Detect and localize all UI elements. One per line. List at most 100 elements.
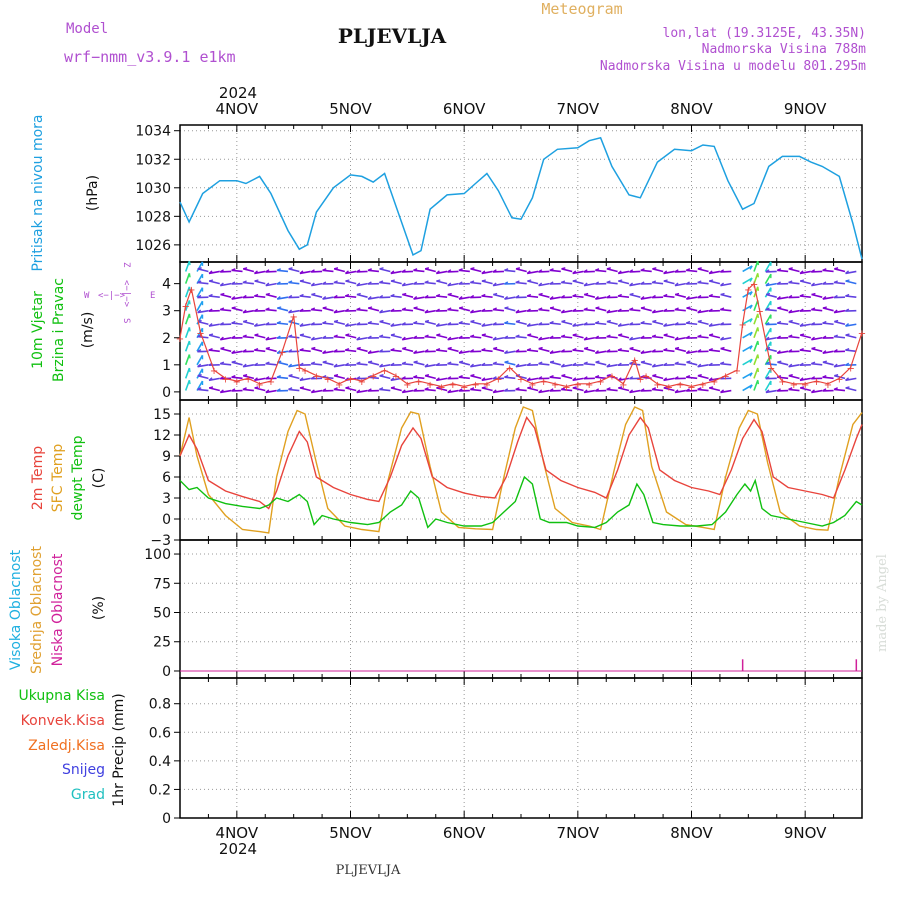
- wind-arrow: [845, 334, 857, 339]
- wind-arrow-head: [776, 388, 781, 392]
- wind-speed-marker: +: [801, 380, 809, 391]
- wind-arrow-head: [356, 389, 361, 393]
- wind-arrow-head: [231, 388, 236, 392]
- wind-arrow-head: [299, 270, 304, 274]
- wind-speed-marker: +: [562, 382, 570, 393]
- panel-2-ytick-label: 3: [162, 491, 171, 507]
- bottom-day-label: 7NOV: [557, 824, 600, 842]
- wind-arrow-head: [333, 267, 339, 270]
- wind-arrow-head: [788, 319, 793, 323]
- wind-arrow-head: [493, 346, 498, 350]
- wind-arrow-head: [788, 280, 793, 284]
- wind-arrow: [447, 308, 459, 312]
- wind-arrow: [333, 364, 345, 368]
- wind-arrow: [208, 377, 220, 382]
- wind-arrow-head: [617, 347, 622, 351]
- wind-arrow-head: [549, 306, 555, 309]
- wind-arrow: [595, 296, 607, 300]
- wind-arrow: [720, 282, 732, 287]
- wind-arrow-head: [208, 270, 213, 274]
- wind-arrow: [538, 362, 550, 366]
- wind-speed-marker: +: [812, 377, 820, 388]
- wind-arrow-head: [481, 293, 486, 297]
- wind-arrow-head: [674, 307, 679, 311]
- wind-arrow-head: [379, 374, 384, 377]
- wind-arrow-head: [379, 363, 384, 368]
- wind-arrow-head: [549, 268, 554, 271]
- bottom-day-label: 4NOV: [216, 824, 259, 842]
- wind-arrow-head: [197, 348, 202, 353]
- pressure-line: [179, 136, 863, 260]
- wind-arrow-head: [594, 296, 599, 300]
- panel-0-ytick-label: 1034: [135, 124, 171, 140]
- wind-arrow: [618, 387, 630, 392]
- panel-2-ytick-label: 0: [162, 512, 171, 528]
- wind-arrow: [447, 282, 459, 287]
- wind-arrow: [777, 296, 789, 300]
- wind-speed-marker: +: [846, 364, 854, 375]
- wind-arrow-head: [606, 280, 611, 284]
- wind-arrow-head: [800, 279, 805, 282]
- wind-arrow: [572, 323, 584, 327]
- wind-arrow-head: [749, 384, 753, 389]
- wind-arrow: [208, 295, 220, 298]
- wind-speed-marker: +: [369, 372, 377, 383]
- wind-arrow-head: [299, 377, 304, 381]
- wind-arrow-head: [447, 376, 452, 380]
- wind-arrow: [765, 308, 777, 312]
- wind-arrow: [845, 377, 857, 382]
- wind-arrow-head: [515, 319, 521, 323]
- wind-arrow-head: [572, 347, 577, 351]
- wind-arrow-head: [265, 336, 270, 341]
- wind-arrow-head: [276, 268, 281, 271]
- wind-arrow-head: [629, 376, 634, 380]
- wind-arrow-field: [184, 260, 857, 394]
- wind-speed-marker: +: [540, 377, 548, 388]
- wind-arrow: [379, 309, 391, 314]
- wind-arrow-head: [663, 362, 668, 366]
- wind-arrow-head: [447, 389, 452, 393]
- wind-arrow: [697, 364, 709, 368]
- wind-arrow-head: [584, 292, 589, 296]
- wind-arrow-head: [310, 389, 315, 393]
- wind-speed-marker: +: [750, 280, 758, 291]
- wind-arrow-head: [242, 349, 247, 353]
- wind-arrow-head: [663, 293, 668, 297]
- wind-arrow-head: [367, 375, 372, 378]
- wind-arrow: [311, 389, 323, 394]
- panel-2-ytick-label: −3: [150, 533, 171, 549]
- wind-arrow-head: [356, 307, 361, 311]
- wind-arrow: [367, 322, 379, 326]
- wind-arrow-head: [435, 308, 440, 312]
- wind-arrow-head: [492, 282, 497, 287]
- footer-station: PLJEVLJA: [336, 863, 401, 878]
- wind-speed-marker: +: [358, 377, 366, 388]
- hail-label: Grad: [71, 787, 105, 803]
- wind-arrow-head: [333, 294, 338, 299]
- wind-arrow: [686, 296, 698, 300]
- wind-arrow: [822, 296, 834, 300]
- wind-arrow-head: [333, 363, 338, 368]
- wind-arrow-head: [799, 362, 804, 366]
- wind-arrow: [640, 322, 652, 326]
- wind-speed-marker: +: [295, 364, 303, 375]
- wind-arrow: [674, 389, 686, 394]
- wind-arrow-head: [685, 375, 691, 378]
- wind-arrow: [800, 280, 812, 285]
- wind-arrow-head: [526, 347, 532, 351]
- wind-arrow: [617, 349, 630, 353]
- wind-speed-marker: +: [187, 285, 195, 296]
- wind-arrow: [640, 269, 652, 273]
- wind-arrow: [196, 287, 204, 298]
- wind-arrow-head: [749, 372, 753, 377]
- wind-arrow: [811, 282, 823, 287]
- wind-speed-marker: +: [733, 366, 741, 377]
- wind-arrow-head: [253, 308, 259, 312]
- wind-arrow-head: [231, 296, 236, 300]
- panel-3-ytick-label: 100: [144, 547, 171, 563]
- wind-arrow: [833, 281, 846, 285]
- wind-arrow: [584, 347, 596, 353]
- wind-arrow-head: [549, 335, 554, 339]
- wind-arrow-head: [390, 386, 395, 389]
